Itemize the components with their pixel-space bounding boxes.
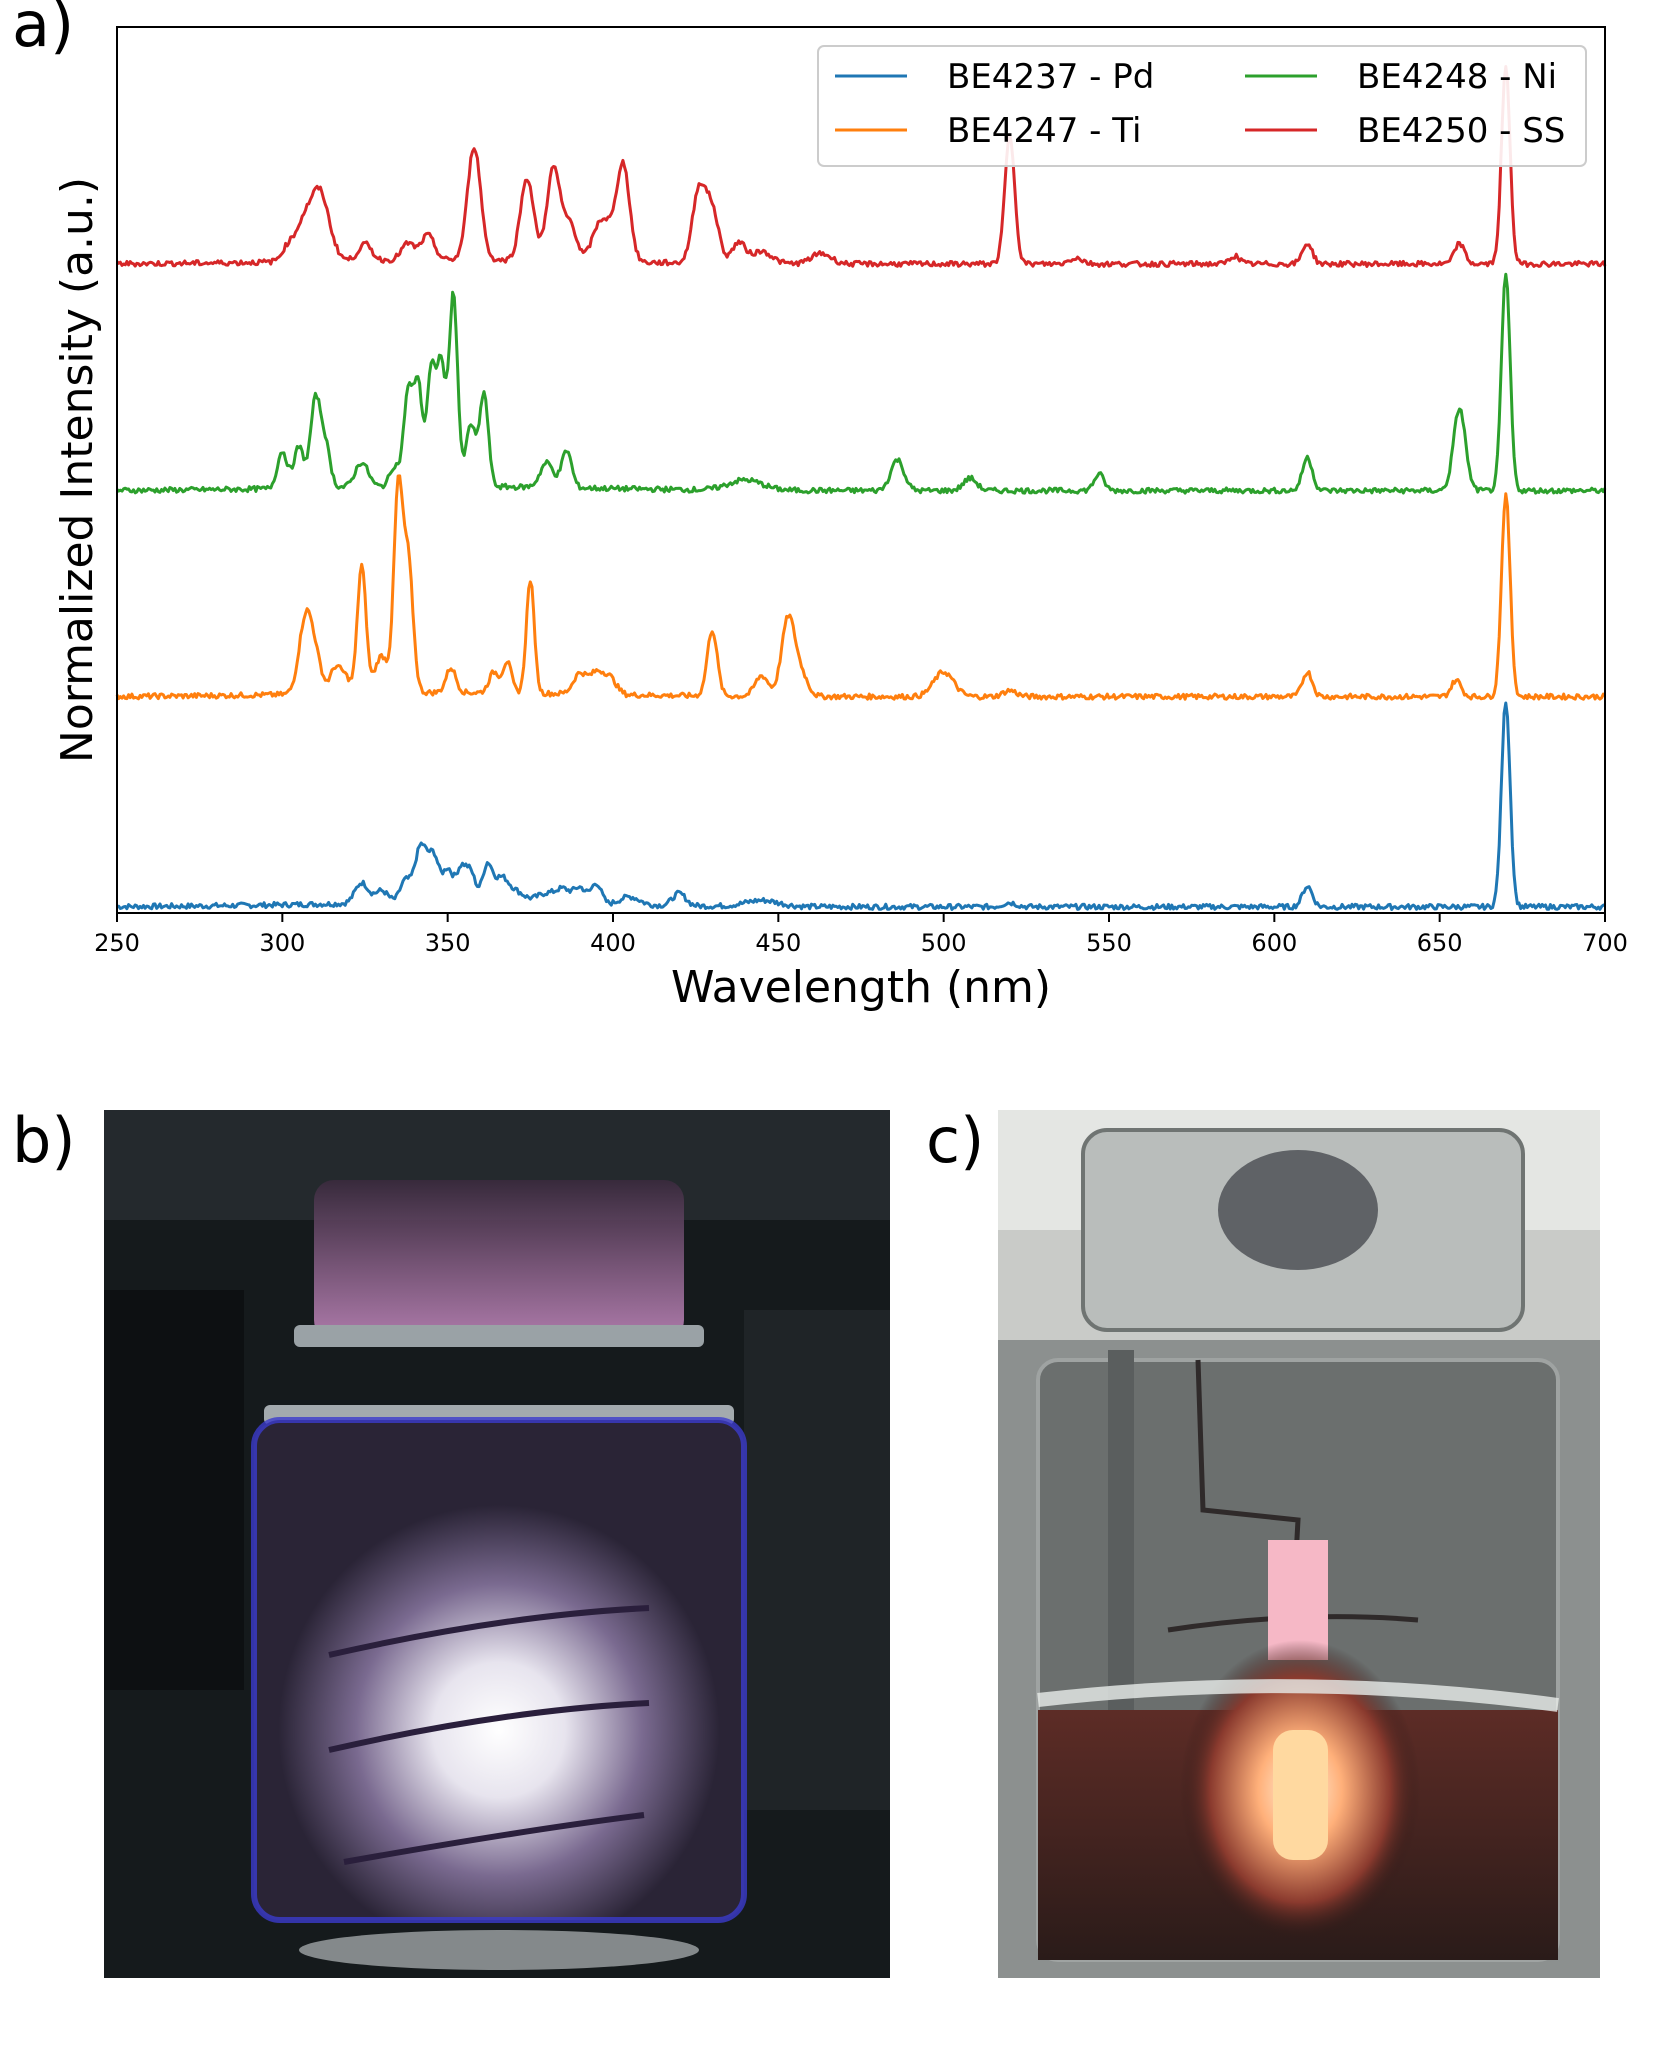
photo-c-illustration: [998, 1110, 1600, 1978]
plot-frame: [116, 26, 1606, 914]
legend-label: BE4247 - Ti: [947, 111, 1141, 151]
legend-label: BE4250 - SS: [1357, 111, 1565, 151]
panel-label-b: b): [12, 1104, 76, 1177]
x-tick-label: 450: [755, 929, 801, 957]
x-axis-label: Wavelength (nm): [671, 962, 1051, 1013]
series-line-be4250-ss: [115, 65, 1607, 268]
x-tick-label: 250: [94, 929, 140, 957]
x-tick-label: 500: [921, 929, 967, 957]
series-layer: [115, 65, 1607, 911]
legend-label: BE4248 - Ni: [1357, 57, 1557, 97]
legend-label: BE4237 - Pd: [947, 57, 1154, 97]
x-tick-label: 300: [259, 929, 305, 957]
x-tick-label: 400: [590, 929, 636, 957]
panel-label-a: a): [12, 0, 75, 61]
x-tick-label: 700: [1582, 929, 1628, 957]
x-tick-label: 550: [1086, 929, 1132, 957]
series-line-be4237-pd: [116, 701, 1606, 911]
photo-b-glowing-beaker: [104, 1110, 890, 1978]
legend: BE4237 - Pd BE4247 - Ti BE4248 - Ni BE4250 …: [817, 45, 1587, 167]
x-tick-label: 600: [1251, 929, 1297, 957]
spectra-chart: 250 300 350 400 450 500 550 600 650 700 Wavelengt…: [52, 26, 1628, 1013]
panel-label-c: c): [926, 1104, 985, 1177]
x-tick-label: 350: [425, 929, 471, 957]
photo-c-glowing-electrode: [998, 1110, 1600, 1978]
photo-b-illustration: [104, 1110, 890, 1978]
legend-frame: [817, 45, 1587, 167]
x-tick-label: 650: [1417, 929, 1463, 957]
series-line-be4247-ti: [115, 474, 1606, 701]
series-line-be4248-ni: [115, 272, 1607, 495]
y-axis-label: Normalized Intensity (a.u.): [52, 177, 103, 763]
x-axis-ticks: 250 300 350 400 450 500 550 600 650 700: [94, 913, 1628, 957]
